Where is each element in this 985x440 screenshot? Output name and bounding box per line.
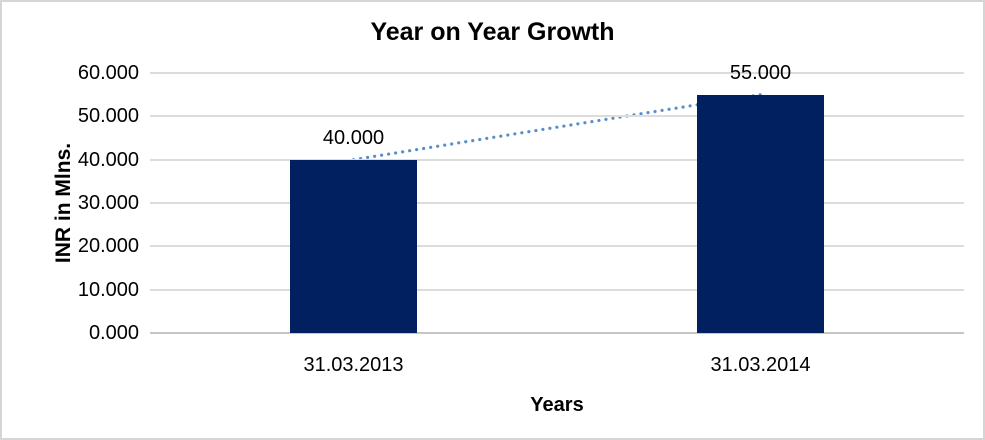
y-axis-tick-labels: 0.000 10.000 20.000 30.000 40.000 50.000 60.00… — [2, 63, 139, 343]
y-tick-label: 60.000 — [77, 62, 139, 84]
gridline — [150, 245, 964, 248]
plot-area: 40.000 55.000 — [150, 63, 964, 334]
y-tick-label: 50.000 — [77, 105, 139, 128]
gridline — [150, 72, 964, 74]
y-tick-label: 10.000 — [77, 278, 139, 301]
gridline — [150, 288, 964, 291]
x-tick-label: 31.03.2014 — [710, 354, 811, 376]
y-tick-label: 30.000 — [77, 192, 139, 214]
x-tick-label: 31.03.2013 — [303, 354, 404, 376]
gridline — [150, 115, 964, 118]
y-tick-label: 40.000 — [77, 148, 139, 171]
x-axis-labels: 31.03.2013 31.03.2014 — [150, 333, 964, 377]
data-label: 55.000 — [729, 61, 792, 84]
bar-31.03.2014 — [697, 94, 824, 333]
x-axis-title: Years — [530, 394, 584, 416]
data-label: 40.000 — [322, 126, 385, 149]
gridline — [150, 158, 964, 161]
trendline — [351, 93, 763, 162]
gridline — [150, 202, 964, 204]
y-tick-label: 0.000 — [88, 322, 139, 344]
y-tick-label: 20.000 — [77, 235, 139, 258]
chart-title: Year on Year Growth — [370, 18, 615, 46]
x-axis-line — [150, 332, 964, 334]
bar-31.03.2013 — [290, 159, 417, 333]
